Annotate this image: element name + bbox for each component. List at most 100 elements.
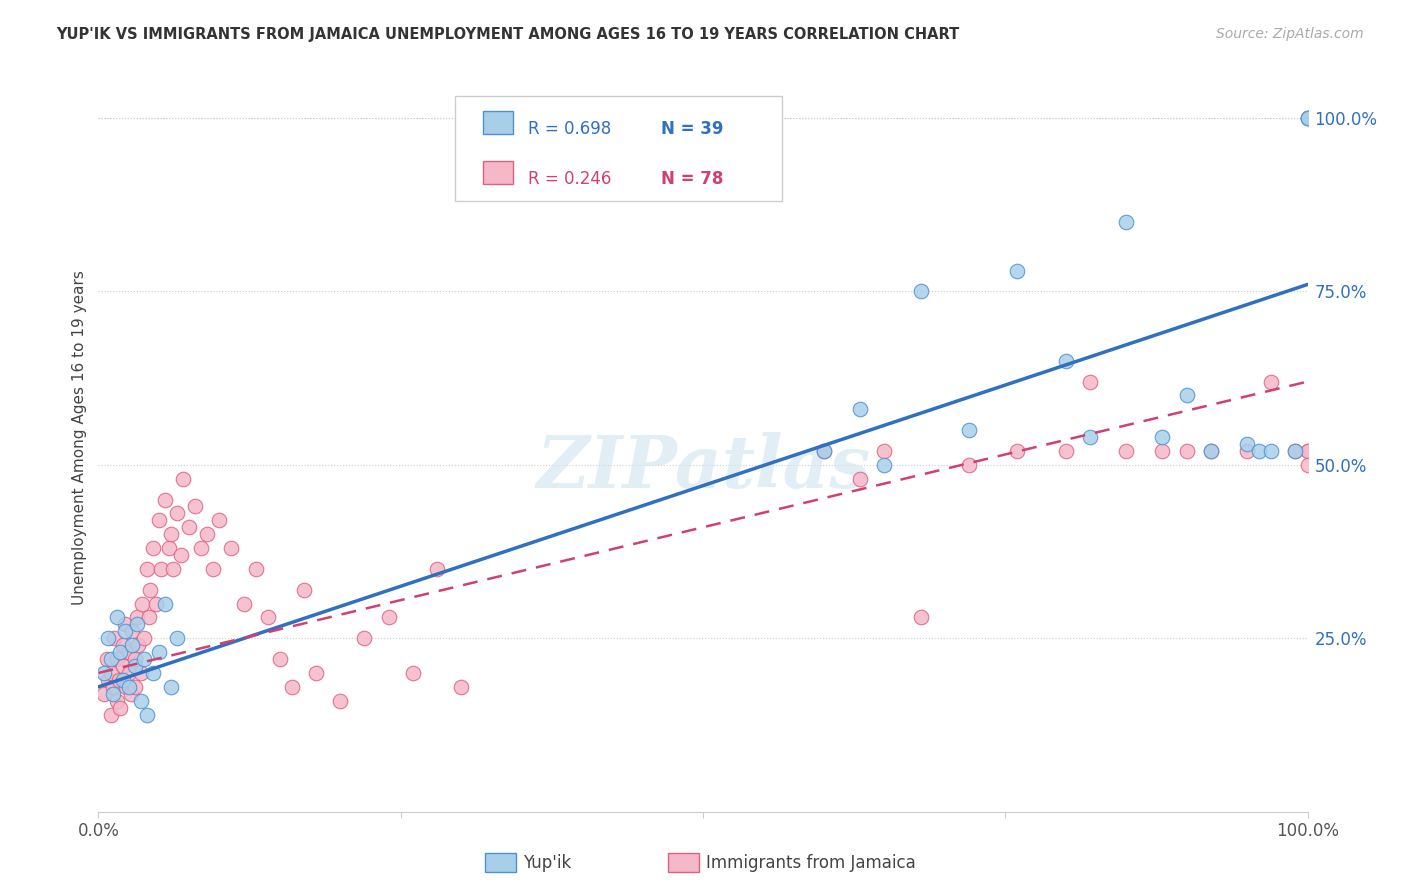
Text: N = 39: N = 39	[661, 120, 723, 138]
Point	[957, 458, 980, 472]
Point	[910, 610, 932, 624]
Point	[849, 402, 872, 417]
Point	[1296, 444, 1319, 458]
Point	[100, 652, 122, 666]
Point	[305, 665, 328, 680]
Point	[111, 638, 134, 652]
Point	[245, 562, 267, 576]
Point	[179, 520, 201, 534]
Point	[111, 659, 134, 673]
Point	[232, 597, 254, 611]
Point	[1249, 444, 1271, 458]
Point	[208, 513, 231, 527]
Point	[101, 687, 124, 701]
Point	[162, 562, 184, 576]
Point	[97, 673, 120, 687]
Point	[127, 638, 149, 652]
Point	[153, 597, 176, 611]
Point	[1054, 444, 1077, 458]
Point	[135, 707, 157, 722]
Y-axis label: Unemployment Among Ages 16 to 19 years: Unemployment Among Ages 16 to 19 years	[72, 269, 87, 605]
Point	[127, 610, 149, 624]
Point	[114, 617, 136, 632]
Point	[101, 680, 124, 694]
Point	[118, 665, 141, 680]
Point	[1175, 388, 1198, 402]
Point	[1284, 444, 1306, 458]
Point	[1260, 375, 1282, 389]
Point	[1296, 111, 1319, 125]
Text: N = 78: N = 78	[661, 170, 723, 188]
Point	[813, 444, 835, 458]
Point	[1054, 353, 1077, 368]
Point	[127, 617, 149, 632]
Point	[160, 527, 183, 541]
Point	[142, 665, 165, 680]
Point	[114, 624, 136, 639]
Point	[131, 597, 153, 611]
Point	[93, 687, 115, 701]
Text: Immigrants from Jamaica: Immigrants from Jamaica	[706, 855, 915, 872]
Point	[195, 527, 218, 541]
Point	[450, 680, 472, 694]
Point	[1236, 437, 1258, 451]
Text: R = 0.698: R = 0.698	[527, 120, 612, 138]
Point	[1296, 111, 1319, 125]
Point	[1007, 263, 1029, 277]
Point	[153, 492, 176, 507]
Point	[108, 673, 131, 687]
Point	[813, 444, 835, 458]
Point	[129, 665, 152, 680]
Point	[148, 645, 170, 659]
Point	[1296, 111, 1319, 125]
Point	[202, 562, 225, 576]
Point	[957, 423, 980, 437]
Point	[105, 694, 128, 708]
Point	[172, 472, 194, 486]
Point	[1115, 444, 1137, 458]
Text: YUP'IK VS IMMIGRANTS FROM JAMAICA UNEMPLOYMENT AMONG AGES 16 TO 19 YEARS CORRELA: YUP'IK VS IMMIGRANTS FROM JAMAICA UNEMPL…	[56, 27, 959, 42]
Point	[190, 541, 212, 555]
Point	[281, 680, 304, 694]
Point	[145, 597, 167, 611]
Point	[221, 541, 243, 555]
Point	[873, 444, 896, 458]
FancyBboxPatch shape	[482, 161, 513, 184]
Point	[93, 665, 115, 680]
Text: ZIPatlas: ZIPatlas	[536, 432, 870, 502]
Point	[124, 680, 146, 694]
Point	[166, 507, 188, 521]
Text: R = 0.246: R = 0.246	[527, 170, 612, 188]
Point	[1115, 215, 1137, 229]
Point	[1199, 444, 1222, 458]
Text: Source: ZipAtlas.com: Source: ZipAtlas.com	[1216, 27, 1364, 41]
Text: Yup'ik: Yup'ik	[523, 855, 571, 872]
Point	[150, 562, 173, 576]
Point	[160, 680, 183, 694]
Point	[111, 673, 134, 687]
Point	[115, 680, 138, 694]
Point	[1175, 444, 1198, 458]
Point	[402, 665, 425, 680]
Point	[121, 624, 143, 639]
Point	[910, 285, 932, 299]
Point	[134, 632, 156, 646]
Point	[1296, 444, 1319, 458]
Point	[105, 652, 128, 666]
Point	[292, 582, 315, 597]
Point	[169, 548, 191, 562]
Point	[118, 680, 141, 694]
FancyBboxPatch shape	[482, 112, 513, 134]
Point	[166, 632, 188, 646]
Point	[105, 610, 128, 624]
Point	[142, 541, 165, 555]
Point	[873, 458, 896, 472]
Point	[329, 694, 352, 708]
Point	[121, 638, 143, 652]
Point	[100, 707, 122, 722]
Point	[353, 632, 375, 646]
Point	[1236, 444, 1258, 458]
Point	[120, 687, 142, 701]
Point	[96, 652, 118, 666]
Point	[1007, 444, 1029, 458]
